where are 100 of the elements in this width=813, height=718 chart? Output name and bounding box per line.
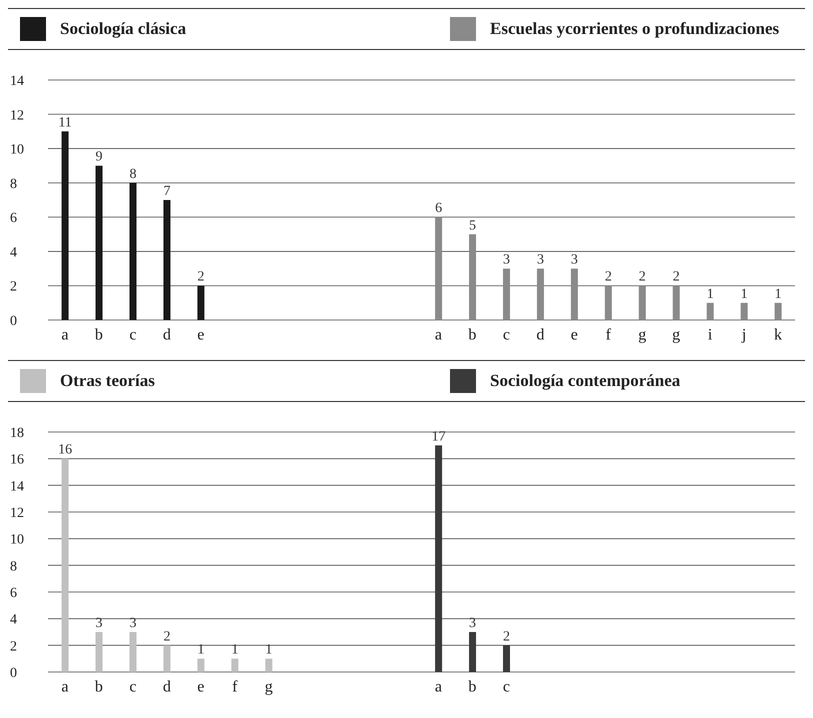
bar (62, 131, 69, 320)
legend-label: Escuelas ycorrientes o profundizaciones (490, 19, 780, 39)
y-tick-label: 2 (10, 280, 17, 295)
data-label: 3 (536, 252, 544, 268)
x-tick-label: b (94, 326, 103, 344)
data-label: 1 (740, 286, 748, 302)
bar (129, 632, 136, 672)
data-label: 2 (197, 270, 204, 285)
data-label: 16 (58, 442, 72, 458)
x-tick-label: a (434, 326, 442, 344)
bar (96, 166, 103, 320)
bar (469, 632, 476, 672)
x-tick-label: a (61, 326, 69, 344)
data-label: 2 (163, 629, 170, 644)
bar (502, 268, 510, 320)
x-tick-label: b (468, 326, 476, 344)
x-tick-label: j (740, 326, 746, 344)
data-label: 6 (435, 201, 442, 216)
x-tick-label: e (197, 326, 204, 344)
y-tick-label: 2 (10, 639, 17, 654)
x-tick-label: g (638, 326, 646, 344)
x-tick-label: c (502, 326, 510, 344)
bar (62, 458, 69, 672)
bar (435, 217, 442, 320)
x-tick-label: d (162, 678, 171, 696)
legend-label: Sociología clásica (60, 19, 186, 39)
data-label: 3 (96, 616, 103, 631)
bar (570, 268, 578, 320)
x-tick-label: a (61, 678, 69, 696)
y-tick-label: 16 (10, 452, 24, 468)
x-tick-label: e (197, 678, 204, 696)
data-label: 7 (163, 184, 170, 199)
bar (638, 286, 646, 320)
x-tick-label: g (672, 326, 680, 344)
x-tick-label: b (94, 678, 103, 696)
y-tick-label: 14 (10, 479, 24, 494)
y-tick-label: 18 (10, 426, 24, 441)
y-tick-label: 4 (10, 612, 17, 628)
x-tick-label: d (162, 326, 171, 344)
data-label: 1 (231, 642, 238, 658)
y-tick-label: 0 (10, 314, 17, 329)
data-label: 2 (604, 270, 612, 285)
bar (502, 645, 510, 672)
data-label: 2 (672, 270, 680, 285)
data-label: 2 (638, 270, 646, 285)
y-tick-label: 10 (10, 142, 24, 158)
bar (163, 200, 170, 320)
bar (774, 302, 782, 320)
bar (604, 286, 612, 320)
x-tick-label: c (129, 678, 136, 696)
data-label: 3 (469, 616, 476, 631)
data-label: 1 (774, 286, 782, 302)
x-tick-label: d (536, 326, 544, 344)
data-label: 1 (265, 642, 272, 658)
x-tick-label: i (708, 326, 713, 344)
y-tick-label: 6 (10, 586, 17, 601)
bar (197, 658, 204, 672)
x-tick-label: f (232, 678, 238, 696)
y-tick-label: 0 (10, 666, 17, 681)
bar (163, 645, 170, 672)
legend-label: Otras teorías (60, 371, 155, 391)
y-tick-label: 12 (10, 506, 24, 521)
data-label: 2 (502, 629, 510, 644)
bar (536, 268, 544, 320)
data-label: 8 (129, 166, 136, 182)
y-tick-label: 8 (10, 176, 17, 192)
x-tick-label: a (434, 678, 442, 696)
y-tick-label: 8 (10, 559, 17, 574)
data-label: 1 (197, 642, 204, 658)
bar (96, 632, 103, 672)
y-tick-label: 10 (10, 532, 24, 548)
data-label: 1 (706, 286, 714, 302)
data-label: 3 (570, 252, 578, 268)
legend-label: Sociología contemporánea (490, 371, 680, 391)
data-label: 5 (469, 218, 476, 234)
bar (706, 302, 714, 320)
data-label: 11 (58, 115, 72, 130)
y-tick-label: 6 (10, 211, 17, 226)
data-label: 3 (502, 252, 510, 268)
bar (740, 302, 748, 320)
x-tick-label: b (468, 678, 476, 696)
data-label: 9 (96, 150, 103, 165)
x-tick-label: c (129, 326, 136, 344)
bar (265, 658, 272, 672)
x-tick-label: e (570, 326, 578, 344)
x-tick-label: c (502, 678, 510, 696)
bar (129, 182, 136, 320)
bar (672, 286, 680, 320)
x-tick-label: g (264, 678, 273, 696)
bar (469, 234, 476, 320)
y-tick-label: 12 (10, 108, 24, 124)
x-tick-label: f (606, 326, 612, 344)
bar (231, 658, 238, 672)
y-tick-label: 14 (10, 74, 24, 89)
y-tick-label: 4 (10, 245, 17, 260)
data-label: 17 (432, 429, 446, 444)
data-label: 3 (129, 616, 136, 631)
x-tick-label: k (774, 326, 782, 344)
bar (197, 286, 204, 320)
bar (435, 445, 442, 672)
